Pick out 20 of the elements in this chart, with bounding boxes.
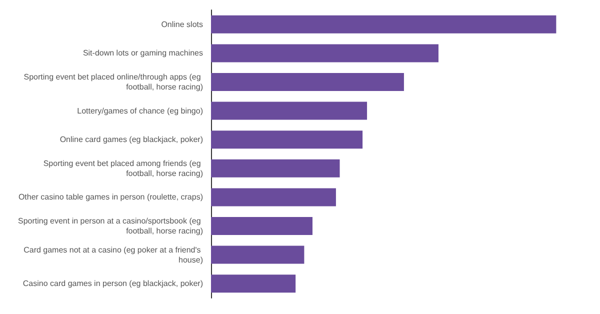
y-tick-label: Casino card games in person (eg blackjack, poker): [22, 279, 204, 288]
bar: [211, 73, 404, 91]
bar: [211, 188, 336, 206]
bar: [211, 44, 438, 62]
y-tick-label: Sit-down lots or gaming machines: [82, 48, 203, 58]
bar: [211, 102, 368, 120]
y-tick-label: Other casino table games in person (roulette, craps): [18, 192, 204, 202]
y-tick-label: Lottery/games of chance (eg bingo): [77, 106, 204, 116]
y-tick-label: Online card games (eg blackjack, poker): [60, 135, 204, 144]
bar: [211, 130, 363, 149]
bar: [211, 159, 340, 178]
bar: [211, 15, 556, 34]
bar: [211, 274, 296, 293]
bar: [211, 246, 304, 264]
bar: [211, 217, 312, 235]
y-tick-label: Online slots: [161, 20, 203, 29]
y-tick-label: Sporting event in person at a casino/sportsbook (eg football, horse racing): [18, 216, 204, 236]
y-tick-label: Sporting event bet placed among friends (eg football, horse racing): [43, 158, 204, 178]
y-tick-label: Sporting event bet placed online/through apps (eg football, horse racing): [24, 72, 204, 92]
y-tick-label: Card games not at a casino (eg poker at a friend's house): [24, 245, 204, 264]
